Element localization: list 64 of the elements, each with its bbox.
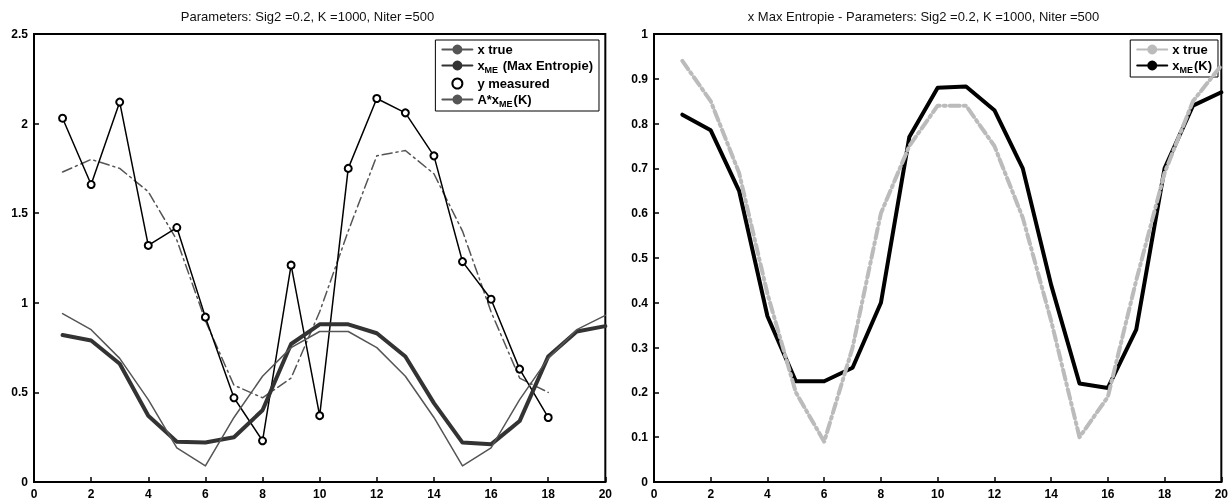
x-tick-label: 4 (764, 487, 772, 501)
x-tick-label: 10 (312, 487, 327, 501)
point (315, 411, 325, 421)
x-tick-label: 14 (427, 487, 441, 501)
point (343, 163, 353, 173)
point (229, 393, 239, 403)
x-tick-label: 2 (87, 487, 95, 501)
y-tick-label: 2.5 (11, 27, 29, 41)
point (486, 294, 496, 304)
point (172, 223, 182, 233)
y-tick-label: 0.4 (631, 295, 649, 310)
y-tick-label: 0 (641, 475, 649, 489)
y-tick-label: 0.2 (631, 385, 649, 400)
point (86, 180, 96, 190)
x-tick-label: 0 (30, 487, 38, 501)
x-tick-label: 10 (930, 487, 945, 501)
y-tick-label: 1.5 (11, 206, 29, 221)
y-tick-label: 0.1 (631, 430, 649, 445)
x-tick-label: 16 (484, 487, 499, 501)
y-tick-label: 0.7 (631, 161, 649, 176)
x-tick-label: 8 (877, 487, 885, 501)
x-tick-label: 4 (144, 487, 152, 501)
point (143, 240, 153, 250)
chart-title: x Max Entropie - Parameters: Sig2 =0.2, K =1000, Niter =500 (747, 9, 1100, 24)
x-tick-label: 6 (202, 487, 210, 501)
y-tick-label: 0.5 (631, 251, 649, 265)
line-series (60, 322, 608, 447)
point (258, 436, 268, 446)
line-series (680, 58, 1224, 444)
x-tick-label: 2 (707, 487, 715, 501)
point (543, 412, 553, 422)
legend-label: y measured (477, 76, 550, 91)
point (429, 151, 439, 161)
point (515, 364, 525, 374)
x-tick-label: 8 (259, 487, 267, 501)
point (58, 113, 68, 123)
y-tick-label: 0.9 (631, 71, 649, 86)
legend-label: x true (477, 42, 513, 57)
x-tick-label: 12 (987, 487, 1002, 501)
point (372, 94, 382, 104)
x-tick-label: 18 (1157, 487, 1172, 501)
y-tick-label: 2 (21, 116, 29, 131)
y-tick-label: 0.6 (631, 206, 649, 221)
x-tick-label: 6 (820, 487, 828, 501)
point (115, 97, 125, 107)
x-tick-label: 14 (1044, 487, 1059, 501)
chart-title: Parameters: Sig2 =0.2, K =1000, Niter =500 (180, 9, 435, 24)
legend-label: x true (1172, 42, 1208, 57)
x-tick-label: 20 (598, 487, 613, 501)
x-tick-label: 20 (1214, 487, 1229, 501)
point (400, 108, 410, 118)
point (458, 257, 467, 267)
y-tick-label: 0.8 (631, 116, 649, 131)
y-tick-label: 0 (21, 475, 29, 489)
x-tick-label: 16 (1101, 487, 1115, 501)
x-tick-label: 12 (370, 487, 384, 501)
x-tick-label: 0 (650, 487, 658, 501)
x-tick-label: 18 (541, 487, 556, 501)
point (286, 260, 296, 270)
y-tick-label: 0.5 (11, 385, 29, 400)
y-tick-label: 0.3 (631, 340, 649, 355)
point (200, 312, 210, 322)
y-tick-label: 1 (21, 295, 29, 310)
y-tick-label: 1 (641, 27, 649, 41)
